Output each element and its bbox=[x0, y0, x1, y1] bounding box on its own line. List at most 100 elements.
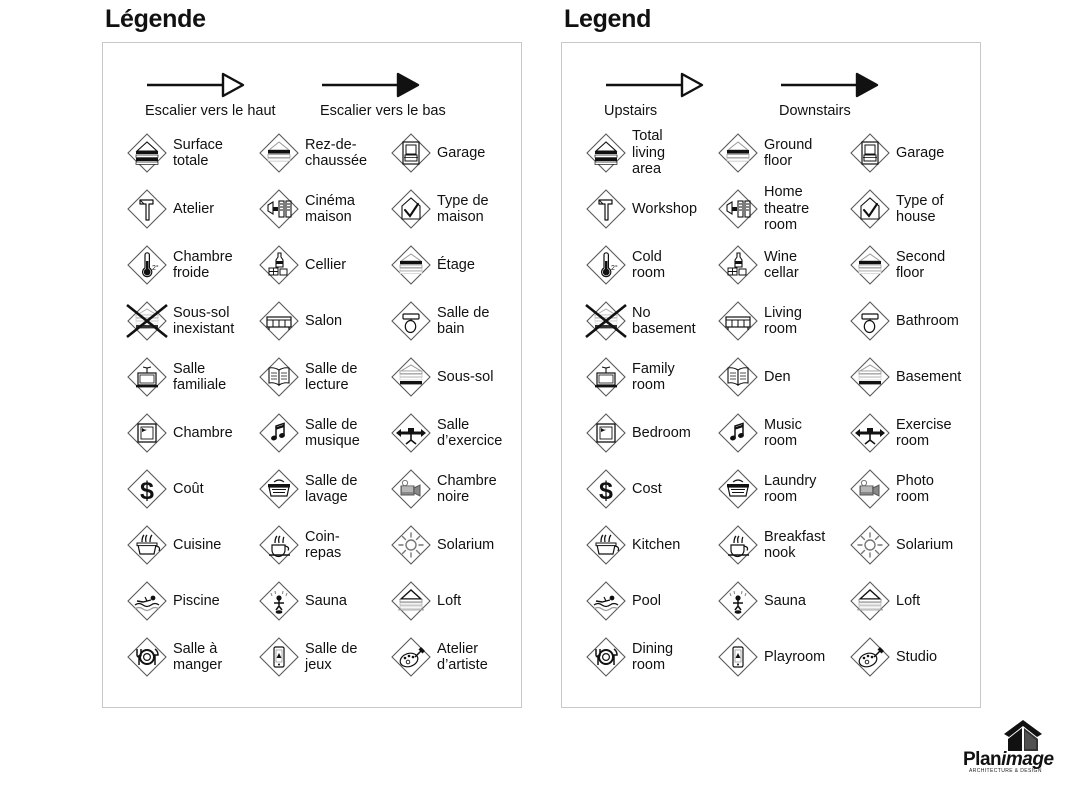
legend-item-label: Cellier bbox=[305, 256, 347, 273]
page-title-english: Legend bbox=[564, 5, 652, 33]
page-title-french: Légende bbox=[105, 5, 206, 33]
legend-item: Loft bbox=[389, 573, 521, 629]
legend-item: Salle de musique bbox=[257, 405, 389, 461]
legend-item-label: Type of house bbox=[896, 192, 944, 226]
sauna-icon bbox=[716, 579, 760, 623]
wine-cellar-icon bbox=[716, 243, 760, 287]
wine-cellar-icon bbox=[257, 243, 301, 287]
legend-item: Sous-sol bbox=[389, 349, 521, 405]
svg-text:2°: 2° bbox=[152, 264, 159, 272]
pool-swimmer-icon bbox=[584, 579, 628, 623]
legend-item: Salle de jeux bbox=[257, 629, 389, 685]
legend-item-label: Cold room bbox=[632, 248, 666, 282]
legend-item-label: Playroom bbox=[764, 648, 826, 665]
stair-indicator-arrow-up-stairs-hollow-icon: Escalier vers le haut bbox=[145, 69, 320, 119]
legend-item-label: Rez-de- chaussée bbox=[305, 136, 368, 170]
legend-panel-english: Legend Upstairs Downstairs Total living a… bbox=[561, 0, 981, 708]
workshop-hammer-icon bbox=[584, 187, 628, 231]
cost-dollar-icon: $ bbox=[584, 467, 628, 511]
ground-floor-icon bbox=[716, 131, 760, 175]
loft-icon bbox=[848, 579, 892, 623]
legend-item: Salle de bain bbox=[389, 293, 521, 349]
bathroom-toilet-icon bbox=[848, 299, 892, 343]
legend-item: Salle de lecture bbox=[257, 349, 389, 405]
laundry-room-icon bbox=[257, 467, 301, 511]
family-room-tv-icon bbox=[584, 355, 628, 399]
logo-wordmark: Planimage bbox=[963, 750, 1054, 770]
bedroom-icon bbox=[125, 411, 169, 455]
legend-panel-body-french: Escalier vers le haut Escalier vers le ba… bbox=[102, 42, 522, 708]
studio-palette-icon bbox=[389, 635, 433, 679]
legend-item: Chambre noire bbox=[389, 461, 521, 517]
legend-item-label: Surface totale bbox=[173, 136, 223, 170]
stair-indicator-arrow-down-stairs-solid-icon: Escalier vers le bas bbox=[320, 69, 495, 119]
legend-item: Loft bbox=[848, 573, 980, 629]
solarium-sun-icon bbox=[848, 523, 892, 567]
legend-item-label: Garage bbox=[437, 144, 486, 161]
home-theatre-icon bbox=[257, 187, 301, 231]
legend-item-label: Photo room bbox=[896, 472, 934, 506]
legend-item: Salle d’exercice bbox=[389, 405, 521, 461]
exercise-room-dumbbell-icon bbox=[848, 411, 892, 455]
legend-item-label: Loft bbox=[437, 592, 462, 609]
legend-item-label: Living room bbox=[764, 304, 802, 338]
type-of-house-icon bbox=[389, 187, 433, 231]
legend-item-label: Atelier d’artiste bbox=[437, 640, 488, 674]
legend-item-label: Exercise room bbox=[896, 416, 952, 450]
legend-item-label: Solarium bbox=[437, 536, 495, 553]
legend-item: Type de maison bbox=[389, 181, 521, 237]
legend-item: $ Coût bbox=[125, 461, 257, 517]
legend-item-label: Sauna bbox=[764, 592, 806, 609]
bathroom-toilet-icon bbox=[389, 299, 433, 343]
stairs-row-english: Upstairs Downstairs bbox=[604, 69, 970, 119]
legend-item-label: Wine cellar bbox=[764, 248, 799, 282]
legend-item: Cellier bbox=[257, 237, 389, 293]
legend-item: Den bbox=[716, 349, 848, 405]
legend-item: Sauna bbox=[257, 573, 389, 629]
playroom-icon bbox=[716, 635, 760, 679]
legend-item-label: No basement bbox=[632, 304, 696, 338]
loft-icon bbox=[389, 579, 433, 623]
logo-word-italic: image bbox=[1001, 749, 1054, 770]
legend-item: 2° Cold room bbox=[584, 237, 716, 293]
laundry-room-icon bbox=[716, 467, 760, 511]
legend-item-label: Chambre bbox=[173, 424, 233, 441]
legend-item-label: Salle de bain bbox=[437, 304, 490, 338]
legend-grid-english: Total living area Ground floor Garage Works… bbox=[584, 125, 970, 685]
den-book-icon bbox=[257, 355, 301, 399]
cold-room-thermometer-icon: 2° bbox=[584, 243, 628, 287]
studio-palette-icon bbox=[848, 635, 892, 679]
legend-item: Exercise room bbox=[848, 405, 980, 461]
arrow-up-stairs-hollow-icon bbox=[145, 69, 320, 99]
legend-item-label: Basement bbox=[896, 368, 962, 385]
solarium-sun-icon bbox=[389, 523, 433, 567]
kitchen-pot-icon bbox=[125, 523, 169, 567]
cold-room-thermometer-icon: 2° bbox=[125, 243, 169, 287]
total-living-area-icon bbox=[125, 131, 169, 175]
legend-item-label: Salle d’exercice bbox=[437, 416, 503, 450]
second-floor-icon bbox=[848, 243, 892, 287]
legend-item-label: Cinéma maison bbox=[305, 192, 355, 226]
legend-item: Étage bbox=[389, 237, 521, 293]
legend-item-label: Sous-sol bbox=[437, 368, 494, 385]
legend-item: Home theatre room bbox=[716, 181, 848, 237]
legend-item-label: Bedroom bbox=[632, 424, 691, 441]
logo-tagline: ARCHITECTURE & DESIGN bbox=[969, 768, 1042, 774]
planimage-logo: Planimage ARCHITECTURE & DESIGN bbox=[963, 718, 1071, 776]
legend-item-label: Studio bbox=[896, 648, 938, 665]
legend-item: Surface totale bbox=[125, 125, 257, 181]
ground-floor-icon bbox=[257, 131, 301, 175]
legend-item-label: Family room bbox=[632, 360, 675, 394]
legend-item: Atelier bbox=[125, 181, 257, 237]
legend-item: Family room bbox=[584, 349, 716, 405]
legend-item: Salle familiale bbox=[125, 349, 257, 405]
arrow-down-stairs-solid-icon bbox=[779, 69, 954, 99]
legend-item-label: Music room bbox=[764, 416, 802, 450]
legend-item: Total living area bbox=[584, 125, 716, 181]
photo-room-camera-icon bbox=[848, 467, 892, 511]
legend-item: $ Cost bbox=[584, 461, 716, 517]
legend-item: Workshop bbox=[584, 181, 716, 237]
legend-item: Wine cellar bbox=[716, 237, 848, 293]
kitchen-pot-icon bbox=[584, 523, 628, 567]
